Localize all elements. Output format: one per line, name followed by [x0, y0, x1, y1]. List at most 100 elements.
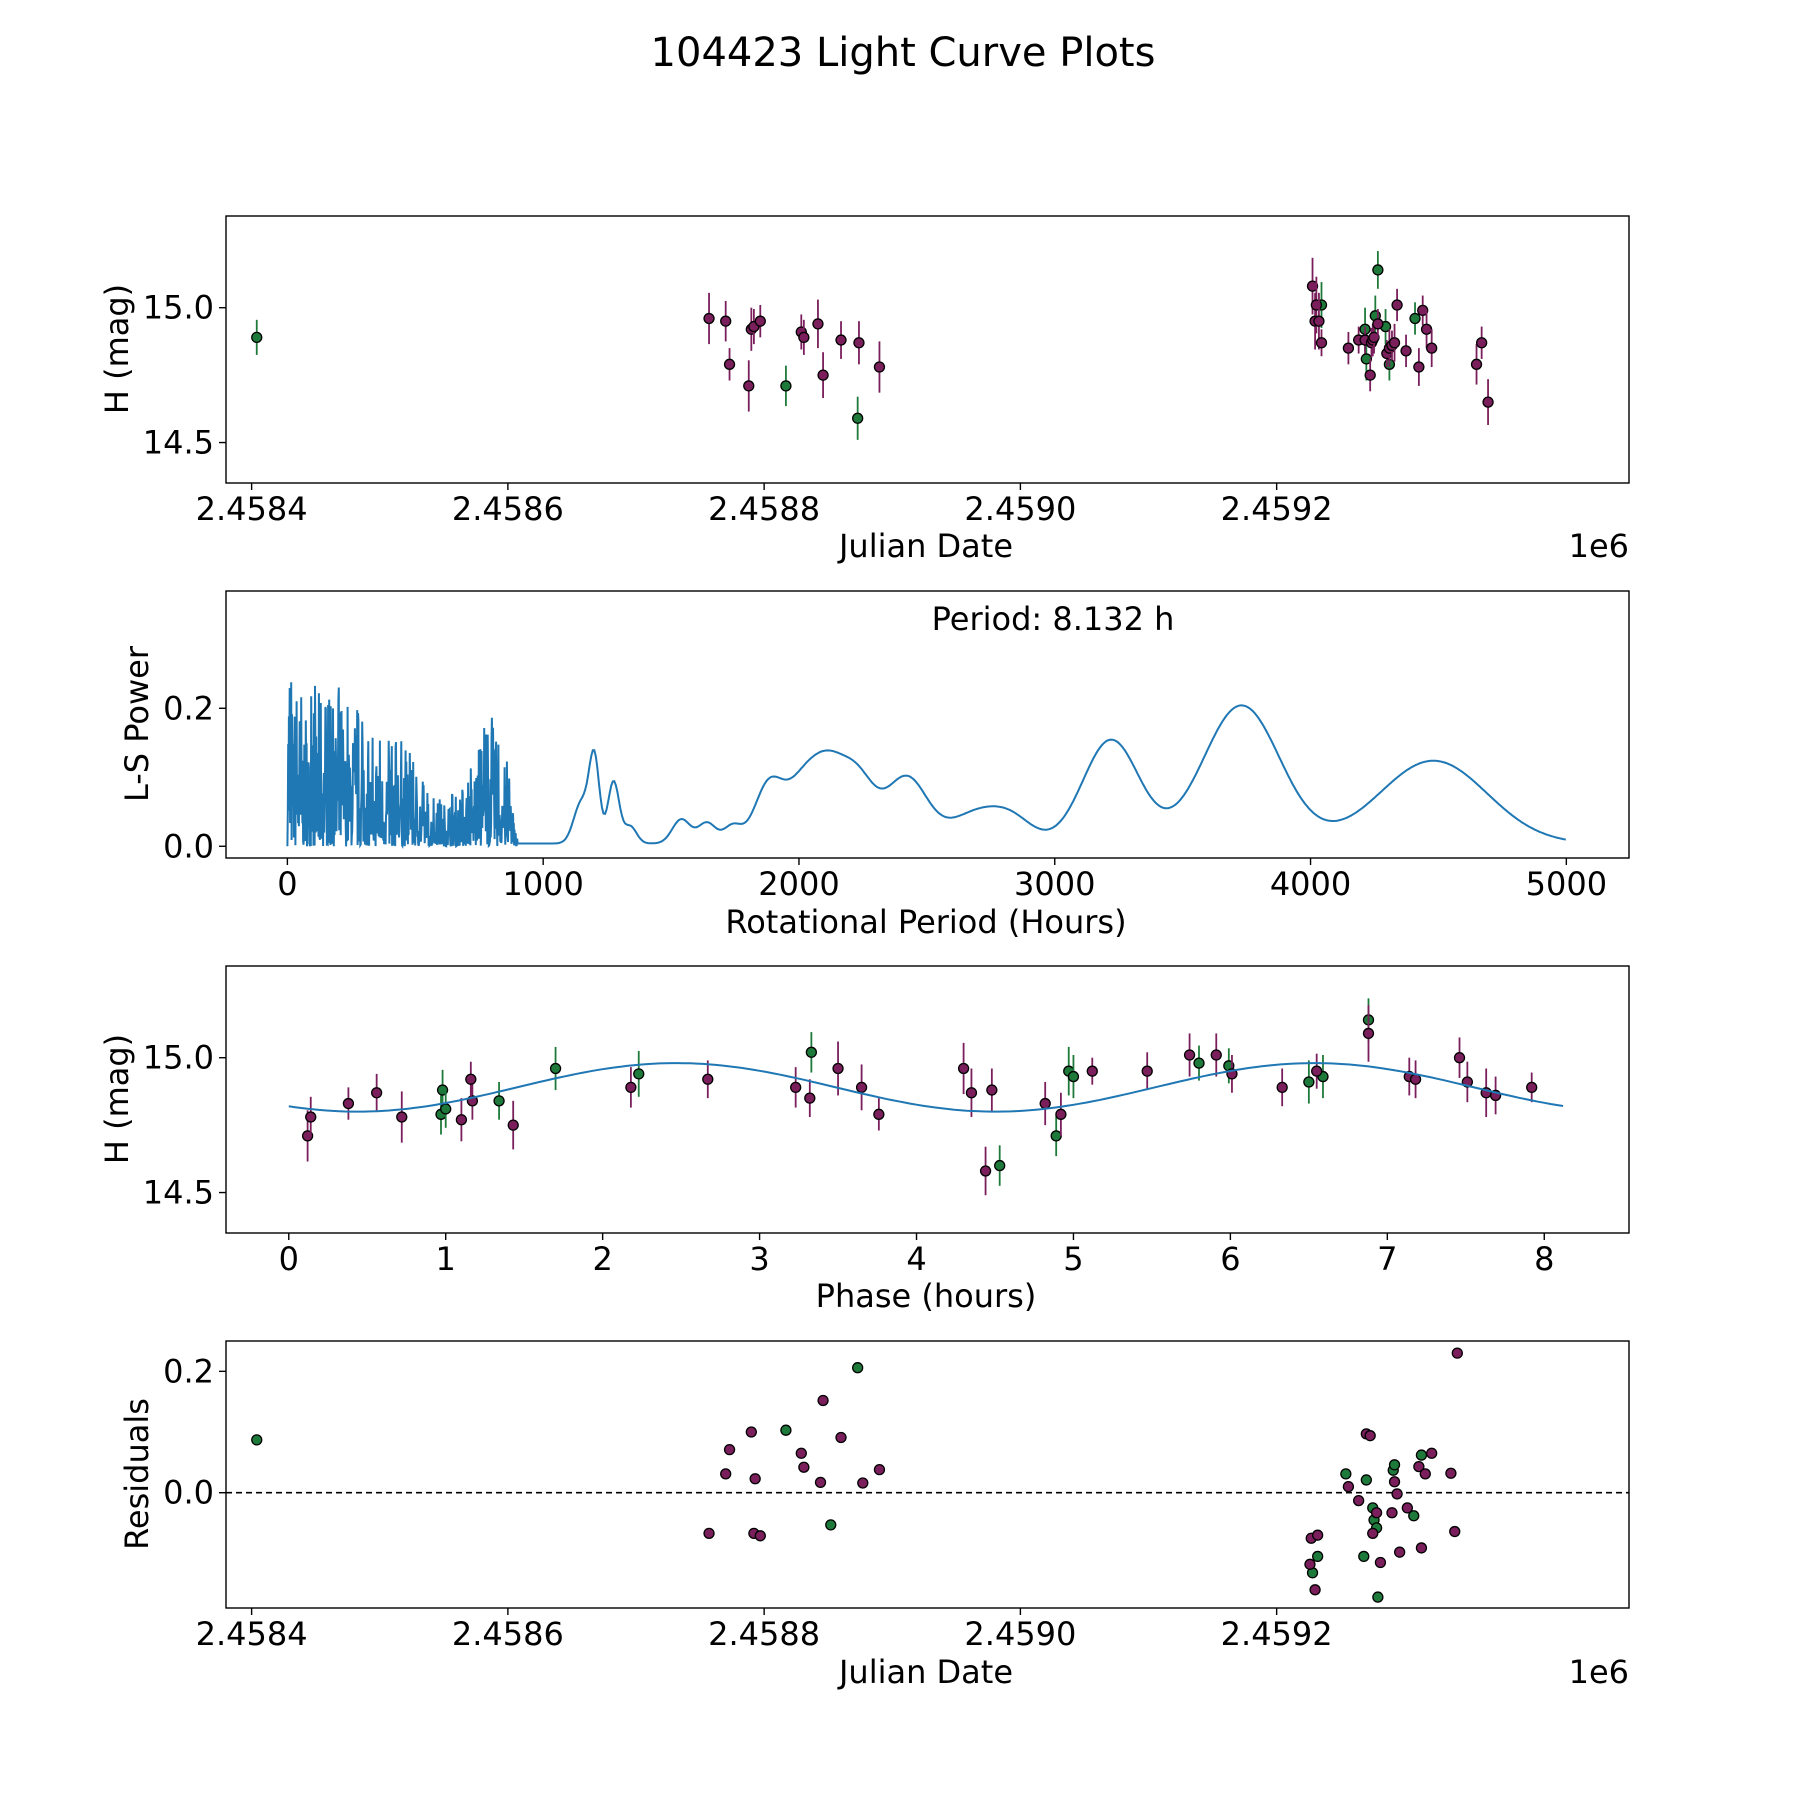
purple-data-point	[1417, 304, 1429, 317]
purple-data-point	[1372, 318, 1384, 330]
purple-data-point	[795, 1447, 807, 1459]
purple-data-point	[812, 318, 824, 330]
purple-data-point	[1310, 299, 1323, 311]
purple-data-point	[507, 1119, 519, 1131]
fit-curve	[288, 1062, 1564, 1113]
purple-data-point	[703, 1527, 715, 1540]
purple-data-point	[965, 1087, 978, 1099]
light-curve-panel: 2.4584 2.4586 2.4588 2.4590 2.4592 15.0 14.5 J…	[98, 215, 1630, 565]
purple-data-point	[804, 1092, 816, 1104]
x-tick-label: 8	[1534, 1240, 1554, 1278]
purple-data-point	[723, 358, 736, 370]
x-tick-label: 0	[279, 1240, 299, 1278]
purple-data-point	[1368, 331, 1380, 344]
purple-data-point	[1426, 1447, 1438, 1459]
y-tick-label: 0.0	[163, 827, 214, 865]
light-curve-frame	[225, 215, 1630, 484]
purple-data-point	[832, 1062, 844, 1075]
purple-data-point	[1141, 1065, 1153, 1077]
periodogram-panel: 0 1000 2000 3000 4000 5000 0.0 0.2 Period: 8.13…	[118, 590, 1630, 941]
purple-data-point	[817, 369, 829, 381]
residuals-frame	[225, 1340, 1630, 1609]
light-curve-xlabel: Julian Date	[837, 527, 1013, 565]
green-data-point	[852, 412, 864, 424]
green-data-point	[780, 1424, 792, 1436]
purple-data-point	[1311, 1065, 1323, 1077]
purple-data-point	[703, 312, 715, 325]
purple-data-point	[1304, 1558, 1316, 1570]
purple-data-point	[1210, 1049, 1222, 1061]
purple-data-point	[1311, 1529, 1324, 1541]
purple-data-point	[455, 1114, 468, 1126]
purple-data-point	[1313, 315, 1325, 327]
green-data-point	[994, 1159, 1006, 1172]
purple-data-point	[798, 1461, 810, 1473]
purple-data-point	[817, 1394, 829, 1407]
purple-data-point	[1309, 1584, 1321, 1596]
purple-data-point	[1055, 1108, 1067, 1120]
y-tick-label: 15.0	[143, 1039, 214, 1077]
purple-data-point	[1400, 345, 1412, 357]
purple-data-point	[1445, 1467, 1457, 1479]
periodogram-xlabel: Rotational Period (Hours)	[725, 903, 1126, 941]
x-tick-label: 7	[1377, 1240, 1397, 1278]
green-data-point	[1408, 1510, 1420, 1522]
purple-data-point	[371, 1087, 383, 1099]
green-data-point	[1340, 1468, 1352, 1480]
green-data-point	[1050, 1130, 1062, 1142]
purple-data-point	[723, 1443, 736, 1456]
purple-data-point	[754, 1530, 766, 1542]
green-data-point	[1303, 1076, 1315, 1088]
green-data-point	[440, 1103, 452, 1115]
figure-title: 104423 Light Curve Plots	[651, 30, 1156, 76]
purple-data-point	[1526, 1081, 1538, 1094]
x-tick-label: 2.4588	[708, 1615, 820, 1653]
residuals-plot-area: 2.4584 2.4586 2.4588 2.4590 2.4592 0.2 0.0	[163, 1347, 1629, 1653]
y-tick-label: 0.0	[163, 1474, 214, 1512]
purple-data-point	[1391, 299, 1403, 311]
purple-data-point	[1476, 337, 1488, 349]
purple-data-point	[1419, 1468, 1431, 1480]
purple-data-point	[396, 1111, 408, 1123]
green-data-point	[1409, 312, 1421, 325]
light-curve-ylabel: H (mag)	[98, 284, 136, 414]
purple-data-point	[1401, 1502, 1413, 1514]
purple-data-point	[1449, 1525, 1461, 1538]
x-tick-label: 3000	[1014, 865, 1095, 903]
periodogram-annotation: Period: 8.132 h	[932, 600, 1175, 638]
x-tick-label: 2.4584	[196, 1615, 308, 1653]
purple-data-point	[1470, 358, 1483, 370]
purple-data-point	[1388, 1476, 1401, 1488]
green-data-point	[251, 331, 263, 344]
purple-data-point	[1426, 342, 1438, 354]
purple-data-point	[1342, 1480, 1355, 1493]
x-tick-label: 2.4590	[964, 1615, 1076, 1653]
x-tick-label: 3	[749, 1240, 769, 1278]
green-data-point	[1372, 1591, 1384, 1603]
green-data-point	[1358, 1550, 1370, 1563]
green-data-point	[549, 1062, 562, 1075]
light-curve-plot-area: 2.4584 2.4586 2.4588 2.4590 2.4592 15.0 14.5	[143, 251, 1494, 528]
purple-data-point	[749, 1473, 761, 1485]
green-data-point	[780, 380, 792, 392]
purple-data-point	[1276, 1081, 1288, 1094]
purple-data-point	[720, 315, 732, 327]
purple-data-point	[790, 1081, 802, 1094]
x-tick-label: 4	[906, 1240, 926, 1278]
purple-data-point	[625, 1081, 637, 1094]
x-tick-label: 2	[592, 1240, 612, 1278]
purple-data-point	[754, 315, 766, 327]
purple-data-point	[1315, 337, 1328, 349]
purple-data-point	[986, 1084, 998, 1096]
phased-xlabel: Phase (hours)	[816, 1277, 1037, 1315]
purple-data-point	[1374, 1556, 1387, 1569]
purple-data-point	[1415, 1542, 1428, 1554]
purple-data-point	[814, 1476, 827, 1489]
green-data-point	[1193, 1057, 1205, 1069]
green-data-point	[1388, 1459, 1401, 1471]
phased-frame	[225, 965, 1630, 1234]
purple-data-point	[835, 1431, 847, 1444]
x-tick-label: 1	[436, 1240, 456, 1278]
purple-data-point	[835, 334, 847, 346]
purple-data-point	[720, 1468, 732, 1480]
